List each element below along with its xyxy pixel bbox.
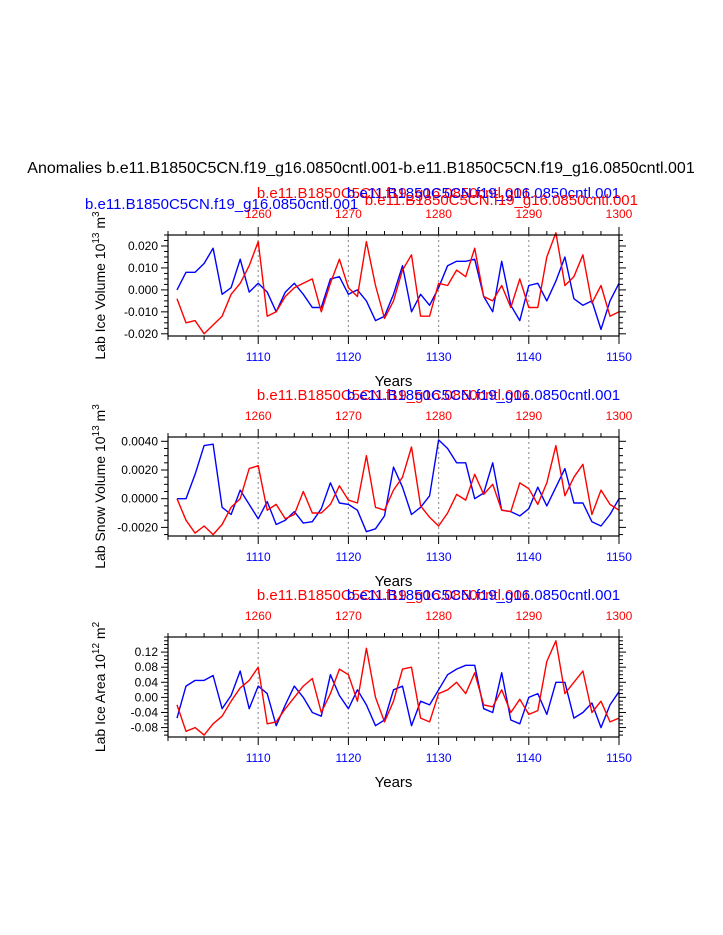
x-tick-label-top: 1280 [425,409,452,423]
y-tick-label: 0.0020 [121,463,158,477]
y-tick-label: -0.04 [131,705,159,719]
series-line-blue [176,664,620,729]
series-line-blue [176,247,620,331]
plot-frame [167,234,620,337]
x-tick-label-bottom: 1140 [516,350,542,364]
run-title-red: b.e11.B1850C5CN.f19_g16.0850cntl.001 [257,387,530,404]
series-line-red [176,232,620,335]
chart-panel-2: 1110 1120 1130 1140 1150 1260 1270 1280 1290 1300… [91,387,633,590]
x-tick-label-top: 1260 [245,609,272,623]
y-tick-label: 0.010 [128,261,158,275]
x-axis-label: Years [375,774,413,791]
y-tick-label: 0.000 [128,283,158,297]
x-tick-label-top: 1290 [515,609,542,623]
y-tick-label: -0.08 [131,721,159,735]
y-tick-label: 0.020 [128,239,158,253]
chart-panel-1: 1110 1120 1130 1140 1150 1260 1270 1280 1290 1300… [85,185,638,390]
run-title-blue: b.e11.B1850C5CN.f19_g16.0850cntl.001 [347,587,620,604]
run-title-right-red: b.e11.B1850C5CN.f19_g16.0850cntl.001 [365,192,638,209]
x-tick-label-top: 1300 [606,409,633,423]
run-title-blue: b.e11.B1850C5CN.f19_g16.0850cntl.001 [347,387,620,404]
y-tick-label: 0.08 [135,660,159,674]
page-title: Anomalies b.e11.B1850C5CN.f19_g16.0850cn… [27,160,695,177]
y-tick-label: 0.00 [135,690,159,704]
x-tick-label-top: 1300 [606,609,633,623]
x-tick-label-bottom: 1150 [606,350,632,364]
run-title-left-blue: b.e11.B1850C5CN.f19_g16.0850cntl.001 [85,196,358,213]
panels: 1110 1120 1130 1140 1150 1260 1270 1280 1290 1300… [85,185,638,791]
series-line-red [176,444,620,536]
run-title-red: b.e11.B1850C5CN.f19_g16.0850cntl.001 [257,185,530,202]
x-tick-label-top: 1270 [335,409,362,423]
y-tick-label: 0.12 [135,645,159,659]
y-tick-label: 0.0000 [121,492,158,506]
run-title-blue: b.e11.B1850C5CN.f19_g16.0850cntl.001 [347,185,620,202]
y-tick-label: -0.020 [124,327,158,341]
x-tick-label-bottom: 1110 [246,550,271,564]
x-axis-label: Years [375,573,413,590]
x-tick-label-top: 1270 [335,207,362,221]
y-axis-label: Lab Ice Area 1012 m2 [91,621,108,752]
x-tick-label-top: 1290 [515,409,542,423]
y-tick-label: -0.0020 [117,520,158,534]
x-tick-label-bottom: 1130 [426,550,452,564]
x-axis-label: Years [375,373,413,390]
x-tick-label-top: 1300 [606,207,633,221]
plot-frame [167,636,620,738]
x-tick-label-top: 1280 [425,609,452,623]
chart-panel-3: 1110 1120 1130 1140 1150 1260 1270 1280 1290 1300… [91,587,633,791]
run-title-red: b.e11.B1850C5CN.f19_g16.0850cntl.001 [257,587,530,604]
plot-frame [167,436,620,537]
y-tick-label: 0.04 [135,675,159,689]
series-line-blue [177,439,620,533]
x-tick-label-top: 1260 [245,409,272,423]
x-tick-label-bottom: 1110 [246,751,271,765]
x-tick-label-bottom: 1120 [335,350,361,364]
x-tick-label-top: 1260 [245,207,272,221]
y-tick-label: 0.0040 [121,434,158,448]
y-axis-label: Lab Snow Volume 1013 m3 [91,404,108,569]
y-tick-label: -0.010 [124,305,158,319]
x-tick-label-bottom: 1150 [606,751,632,765]
x-tick-label-bottom: 1110 [246,350,271,364]
x-tick-label-bottom: 1120 [335,751,361,765]
x-tick-label-bottom: 1120 [335,550,361,564]
x-tick-label-bottom: 1150 [606,550,632,564]
x-tick-label-top: 1290 [515,207,542,221]
x-tick-label-bottom: 1140 [516,550,542,564]
x-tick-label-top: 1270 [335,609,362,623]
y-axis-label: Lab Ice Volume 1013 m3 [91,211,108,360]
x-tick-label-bottom: 1130 [426,751,452,765]
x-tick-label-top: 1280 [425,207,452,221]
series-line-red [176,640,620,736]
x-tick-label-bottom: 1130 [426,350,452,364]
x-tick-label-bottom: 1140 [516,751,542,765]
